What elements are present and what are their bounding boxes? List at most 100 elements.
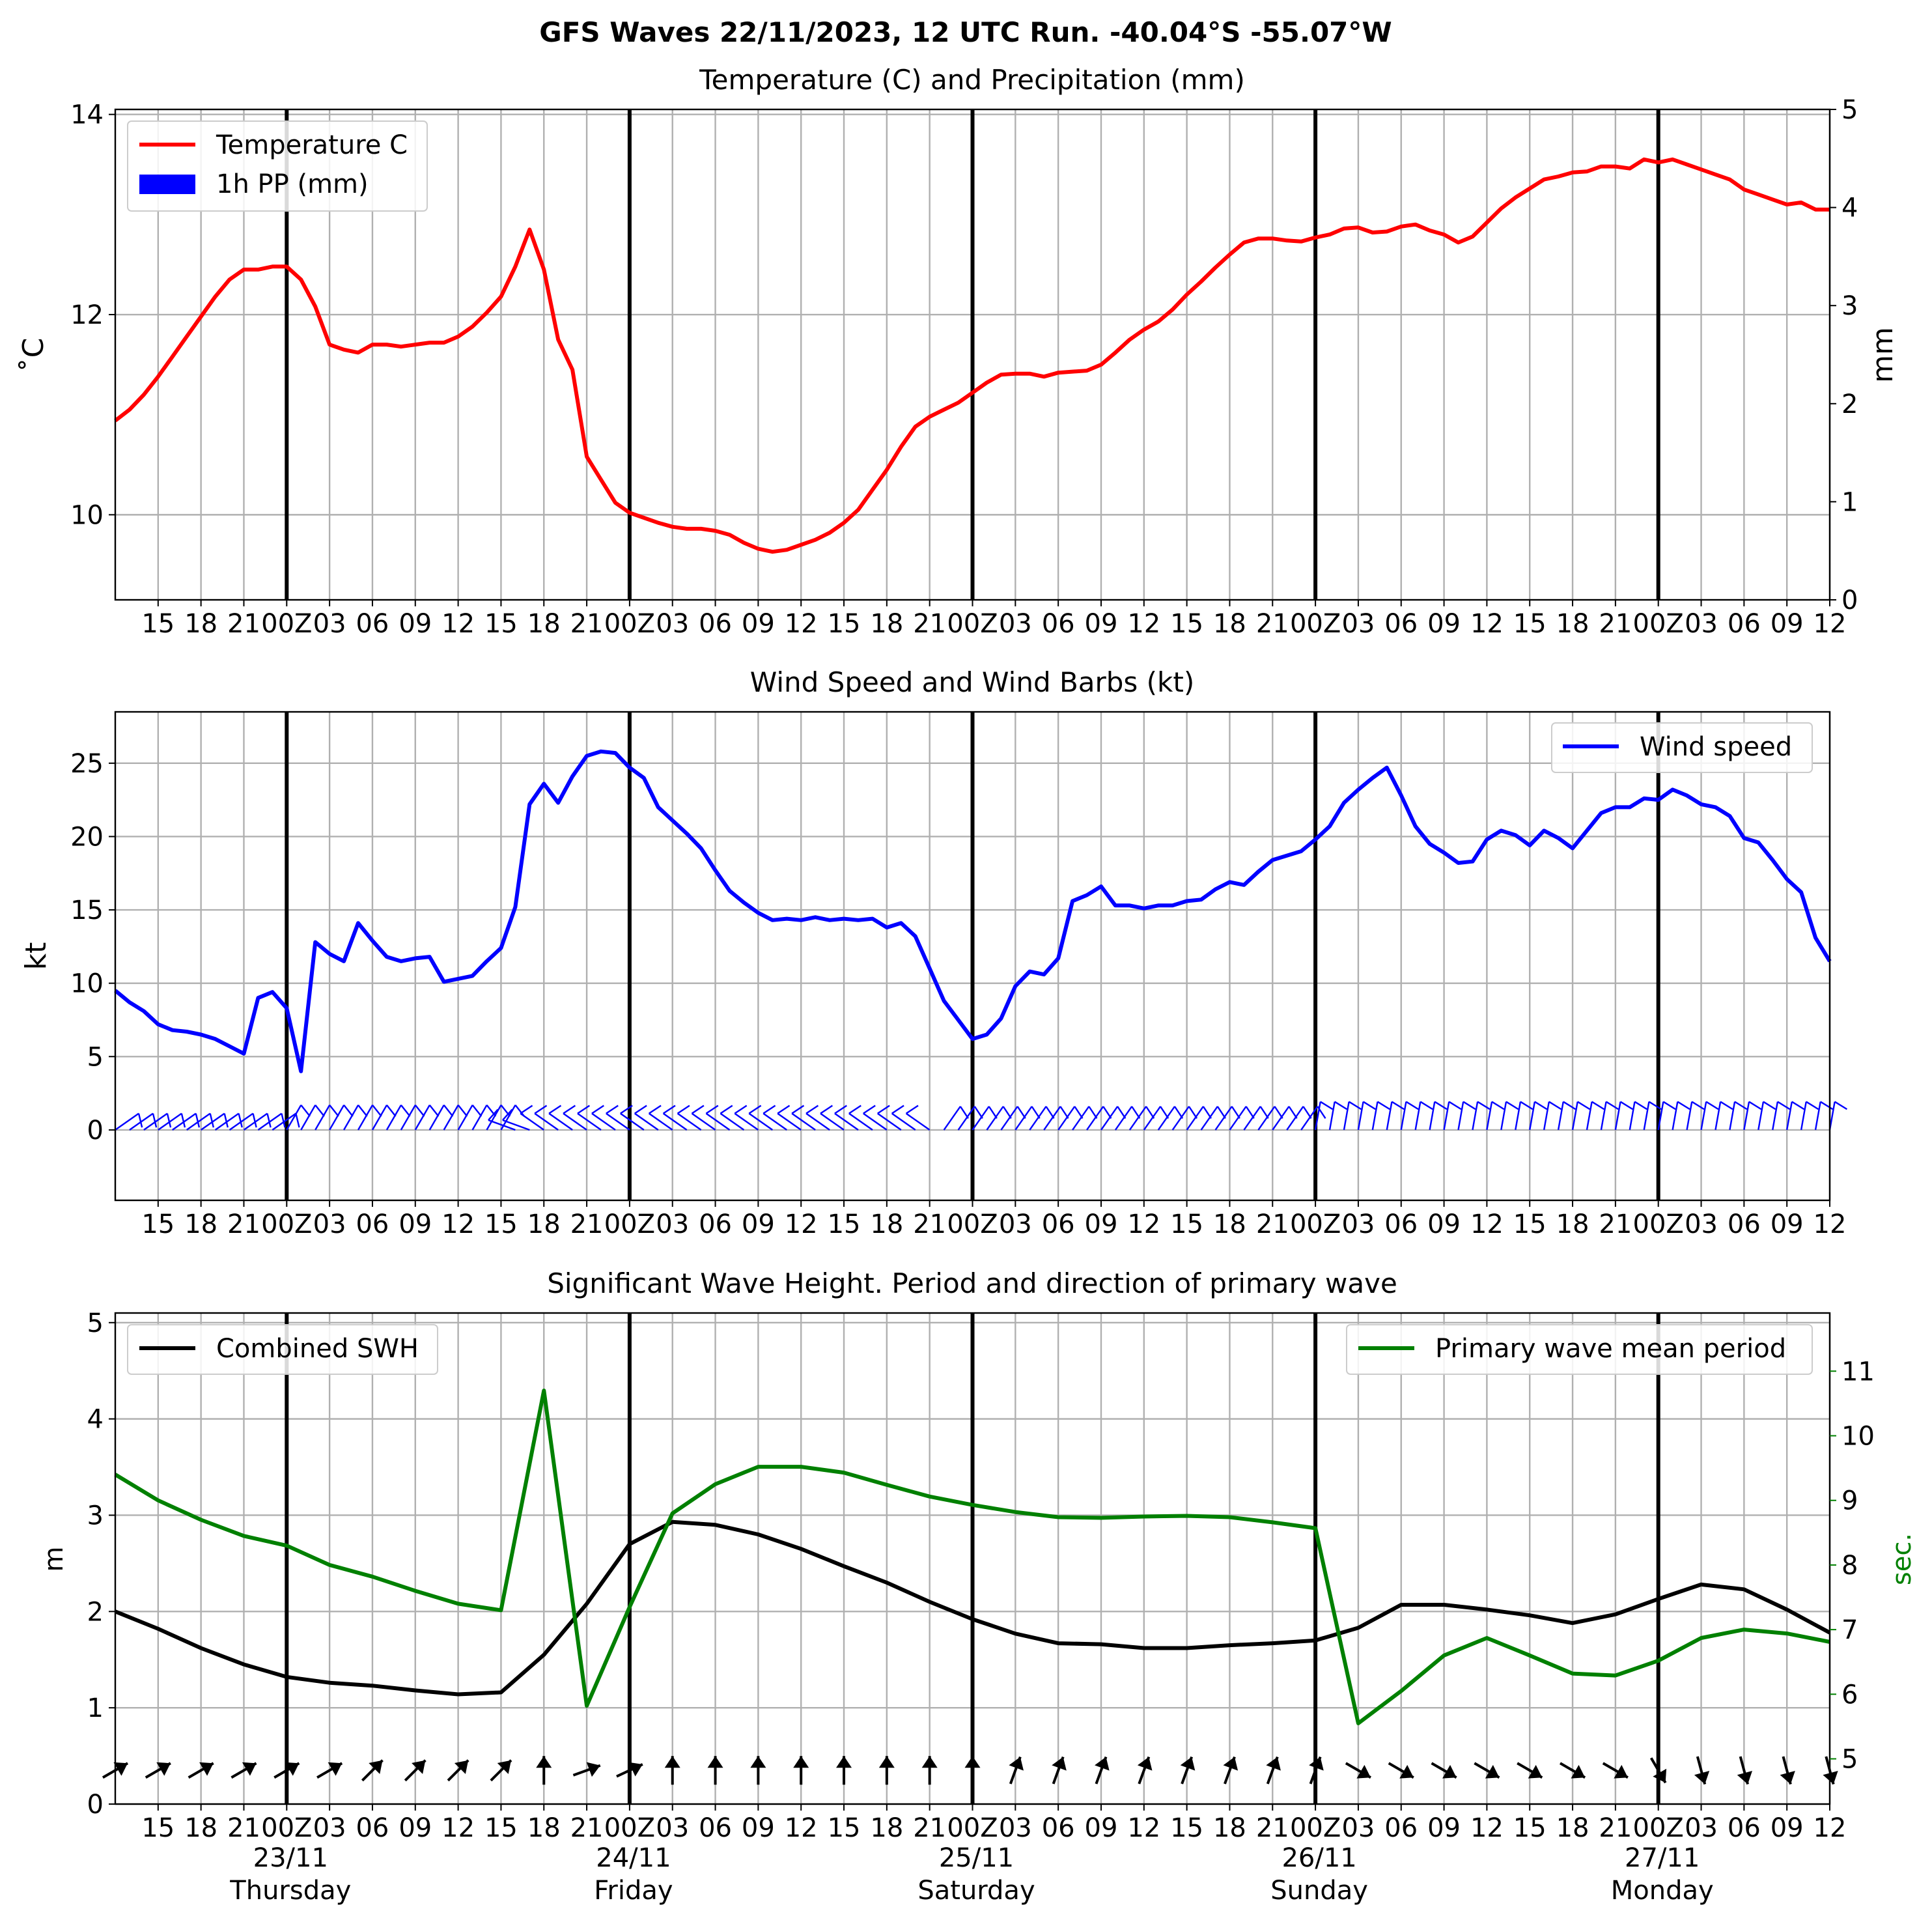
- wind-barb-flag: [400, 1105, 411, 1117]
- legend-swh-label: Combined SWH: [216, 1334, 419, 1364]
- wind-barb-staff: [1785, 1101, 1793, 1131]
- y2-tick-label: 8: [1841, 1551, 1858, 1581]
- x-tick-label: 00Z: [261, 609, 312, 639]
- x-tick-label: 18: [1556, 609, 1589, 639]
- wind-barb-flag: [1648, 1101, 1662, 1110]
- wind-barb-staff: [385, 1105, 402, 1131]
- wind-barb-staff: [1772, 1101, 1779, 1131]
- temperature-series-layer: [114, 157, 1830, 554]
- x-tick-label: 18: [184, 1813, 217, 1843]
- wind-barb-staff: [488, 1119, 516, 1131]
- y-tick-label: 3: [87, 1501, 104, 1531]
- x-tick-label: 15: [484, 609, 518, 639]
- wave-direction-arrow-head: [1571, 1764, 1586, 1779]
- wave-direction-arrow-head: [586, 1762, 600, 1777]
- y-tick-label: 1: [87, 1693, 104, 1723]
- wind-barb-flag: [266, 1113, 272, 1128]
- wind-barb-staff: [1171, 1106, 1190, 1131]
- x-tick-label: 03: [313, 1209, 346, 1239]
- x-tick-label: 00Z: [1633, 609, 1684, 639]
- wind-barb-flag: [1806, 1101, 1819, 1110]
- legend-temperature-label: Temperature C: [216, 130, 408, 160]
- wind-panel-title: Wind Speed and Wind Barbs (kt): [750, 666, 1194, 698]
- legend-box: [127, 1324, 438, 1375]
- date-label: 24/11: [596, 1843, 671, 1873]
- x-tick-label: 15: [141, 1813, 175, 1843]
- wind-barb-flag: [414, 1105, 425, 1117]
- wind-barb-staff: [1214, 1106, 1233, 1131]
- wind-barb-staff: [1086, 1106, 1104, 1131]
- wind-barb-staff: [1643, 1101, 1650, 1131]
- wind-barb-flag: [1334, 1101, 1348, 1110]
- x-tick-label: 15: [141, 1209, 175, 1239]
- wind-barb-flag: [1377, 1101, 1390, 1110]
- x-tick-label: 00Z: [1290, 1813, 1341, 1843]
- x-tick-label: 15: [828, 1209, 861, 1239]
- x-tick-label: 21: [570, 1813, 604, 1843]
- wave-direction-arrow-head: [793, 1756, 809, 1768]
- x-tick-label: 03: [999, 1813, 1032, 1843]
- wind-barb-staff: [471, 1105, 488, 1131]
- y-tick-label: 2: [87, 1597, 104, 1627]
- wind-barb-flag: [1748, 1101, 1762, 1110]
- wave-panel: Significant Wave Height. Period and dire…: [39, 1267, 1917, 1906]
- y-tick-label: 10: [70, 969, 104, 999]
- weekday-label: Friday: [594, 1876, 673, 1906]
- wind-barb-staff: [1000, 1106, 1018, 1131]
- x-tick-label: 18: [1213, 609, 1246, 639]
- wind-barb-flag: [1534, 1101, 1548, 1110]
- wind-barb-flag: [534, 1105, 548, 1114]
- wind-barb-staff: [1614, 1101, 1621, 1131]
- y2-tick-label: 1: [1841, 487, 1858, 517]
- wind-barb-flag: [1720, 1101, 1733, 1110]
- x-tick-label: 12: [1127, 1209, 1160, 1239]
- wind-barb-staff: [329, 1105, 345, 1131]
- wind-axis-label: kt: [20, 942, 53, 970]
- wind-barb-flag: [1505, 1101, 1519, 1110]
- wind-barb-flag: [591, 1105, 604, 1114]
- date-label: 27/11: [1625, 1843, 1700, 1873]
- y-tick-label: 0: [87, 1116, 104, 1146]
- x-tick-label: 15: [141, 609, 175, 639]
- wind-barb-flag: [1834, 1101, 1848, 1110]
- wind-barb-staff: [414, 1105, 430, 1131]
- x-tick-label: 09: [1771, 1813, 1804, 1843]
- wave-direction-arrow-head: [1485, 1764, 1500, 1779]
- x-tick-label: 12: [1470, 1209, 1504, 1239]
- wind-barb-staff: [1015, 1106, 1033, 1131]
- wind-barb-staff: [734, 1112, 759, 1131]
- wave-legend: Combined SWH Primary wave mean period: [127, 1324, 1813, 1375]
- legend-box: [1551, 722, 1813, 773]
- x-tick-label: 06: [699, 609, 732, 639]
- y2-tick-label: 9: [1841, 1486, 1858, 1516]
- wind-barb-staff: [1343, 1101, 1350, 1131]
- x-tick-label: 15: [484, 1209, 518, 1239]
- wind-barb-staff: [1029, 1106, 1047, 1131]
- weekday-label: Thursday: [229, 1876, 351, 1906]
- x-tick-label: 03: [1341, 1209, 1375, 1239]
- x-tick-label: 15: [1170, 1813, 1203, 1843]
- wind-barb-staff: [877, 1112, 902, 1131]
- wind-barb-flag: [295, 1113, 300, 1128]
- wind-barb-staff: [257, 1112, 283, 1131]
- wind-barb-staff: [1600, 1101, 1607, 1131]
- x-tick-label: 09: [742, 1813, 775, 1843]
- wind-barb-staff: [1543, 1101, 1550, 1131]
- wind-barb-flag: [791, 1105, 805, 1114]
- x-tick-label: 21: [227, 1813, 260, 1843]
- wave-direction-arrow-head: [113, 1762, 128, 1776]
- wind-barb-staff: [891, 1112, 916, 1131]
- x-tick-label: 03: [1341, 609, 1375, 639]
- date-label: 23/11: [253, 1843, 328, 1873]
- x-tick-label: 03: [656, 1209, 689, 1239]
- x-tick-label: 09: [1085, 609, 1118, 639]
- wind-barb-flag: [705, 1105, 719, 1114]
- x-tick-label: 21: [227, 1209, 260, 1239]
- y2-tick-label: 11: [1841, 1357, 1875, 1387]
- wind-panel: Wind Speed and Wind Barbs (kt) 15 18 21 00Z…: [20, 666, 1848, 1239]
- wind-barb-staff: [662, 1112, 688, 1131]
- temperature-legend: Temperature C 1h PP (mm): [127, 120, 428, 212]
- wind-day-lines: [285, 712, 1660, 1200]
- swh-axis-label: m: [39, 1547, 69, 1572]
- y2-tick-label: 2: [1841, 389, 1858, 419]
